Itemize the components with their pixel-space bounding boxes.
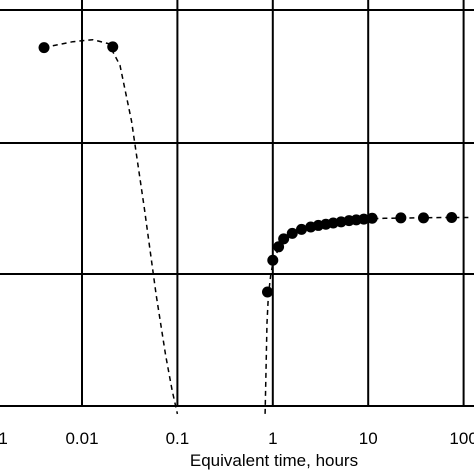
x-tick-label-2: 0.1	[166, 429, 190, 448]
x-tick-label-3: 1	[268, 429, 277, 448]
data-point-15	[358, 213, 370, 225]
data-point-1	[107, 41, 119, 53]
data-point-18	[418, 212, 430, 224]
data-point-2	[262, 286, 274, 298]
data-point-16	[366, 212, 378, 224]
data-point-7	[296, 223, 308, 235]
x-tick-label-0: 0.001	[0, 429, 8, 448]
fit-curve-segment-0	[43, 38, 179, 415]
data-point-0	[38, 42, 50, 54]
data-point-19	[446, 212, 458, 224]
x-tick-label-4: 10	[359, 429, 378, 448]
x-tick-labels: 0.001 0.01 0.1 1 10 100	[0, 429, 474, 448]
data-point-3	[267, 254, 279, 266]
fit-curve-layer	[43, 38, 472, 415]
x-axis-title: Equivalent time, hours	[190, 451, 358, 470]
data-point-5	[278, 233, 290, 245]
data-points-layer	[38, 41, 458, 298]
x-tick-label-1: 0.01	[65, 429, 98, 448]
grid-layer	[0, 0, 474, 407]
data-point-6	[286, 227, 298, 239]
x-tick-label-5: 100	[449, 429, 474, 448]
data-point-4	[273, 241, 285, 253]
data-point-17	[395, 212, 407, 224]
